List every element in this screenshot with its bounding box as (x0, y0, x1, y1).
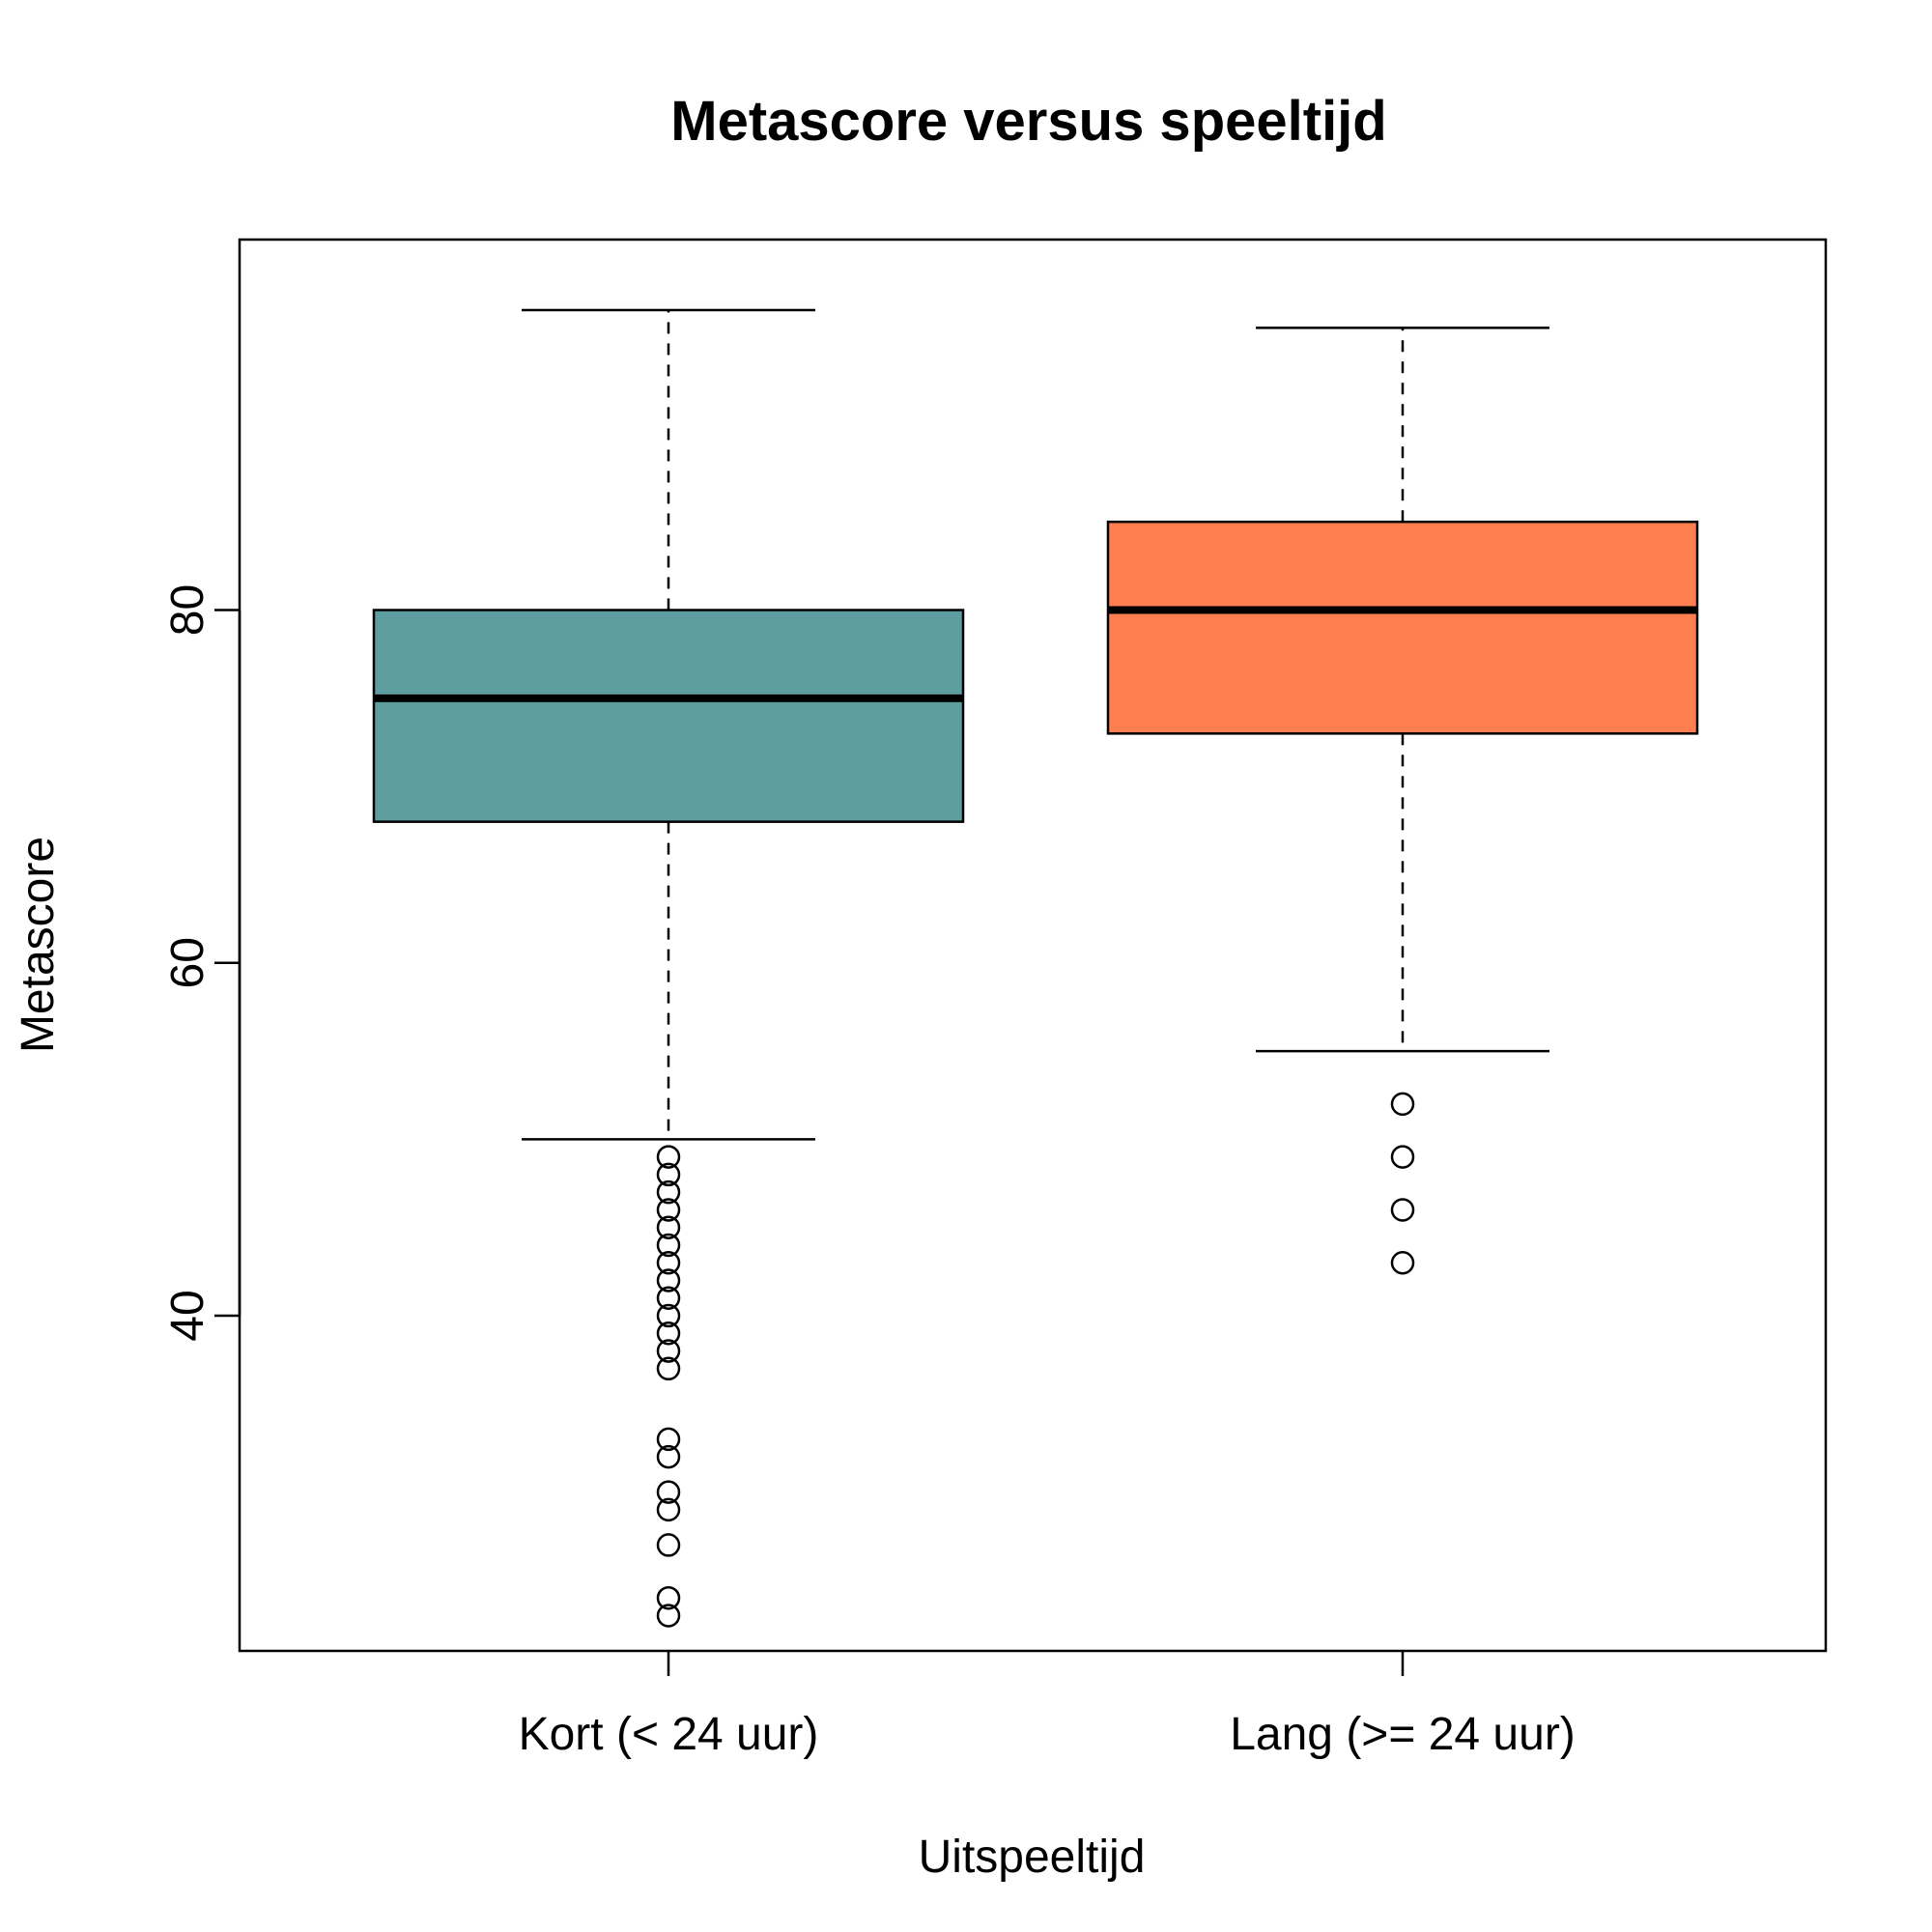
outlier-point (656, 1198, 681, 1222)
y-tick-label: 60 (162, 937, 213, 988)
outlier-point (656, 1339, 681, 1363)
outlier-point (656, 1215, 681, 1239)
outlier-point (656, 1179, 681, 1205)
y-axis-title: Metascore (13, 837, 64, 1053)
x-axis: Kort (< 24 uur) Lang (>= 24 uur) (519, 1651, 1576, 1760)
outlier-point (656, 1480, 681, 1504)
outlier-point (656, 1145, 681, 1169)
outlier-point (1390, 1145, 1415, 1169)
outlier-point (656, 1303, 681, 1328)
box-group (1106, 327, 1699, 1275)
box-iqr (372, 609, 965, 823)
box-iqr (1106, 520, 1699, 735)
outlier-point (656, 1444, 681, 1469)
outlier-point (656, 1268, 681, 1293)
outlier-point (1390, 1198, 1415, 1222)
plot-frame (238, 238, 1828, 1653)
outlier-point (656, 1427, 681, 1452)
boxes (372, 308, 1699, 1628)
x-axis-title: Uitspeeltijd (919, 1832, 1146, 1883)
y-tick-label: 80 (162, 584, 213, 636)
outlier-point (656, 1162, 681, 1187)
outlier-point (1390, 1250, 1415, 1275)
outlier-point (656, 1533, 681, 1557)
x-tick-label: Kort (< 24 uur) (519, 1709, 819, 1760)
outlier-point (656, 1497, 681, 1522)
outlier-point (656, 1321, 681, 1346)
outlier-point (656, 1233, 681, 1258)
outlier-point (656, 1585, 681, 1610)
x-tick-label: Lang (>= 24 uur) (1230, 1709, 1576, 1760)
outlier-point (656, 1286, 681, 1310)
outlier-point (656, 1250, 681, 1275)
y-tick-label: 40 (162, 1290, 213, 1341)
chart-title: Metascore versus speeltijd (670, 90, 1386, 153)
outlier-point (1390, 1092, 1415, 1117)
outlier-point (656, 1604, 681, 1628)
box-group (372, 308, 965, 1628)
outlier-point (656, 1356, 681, 1381)
y-axis: 40 60 80 (162, 584, 242, 1342)
